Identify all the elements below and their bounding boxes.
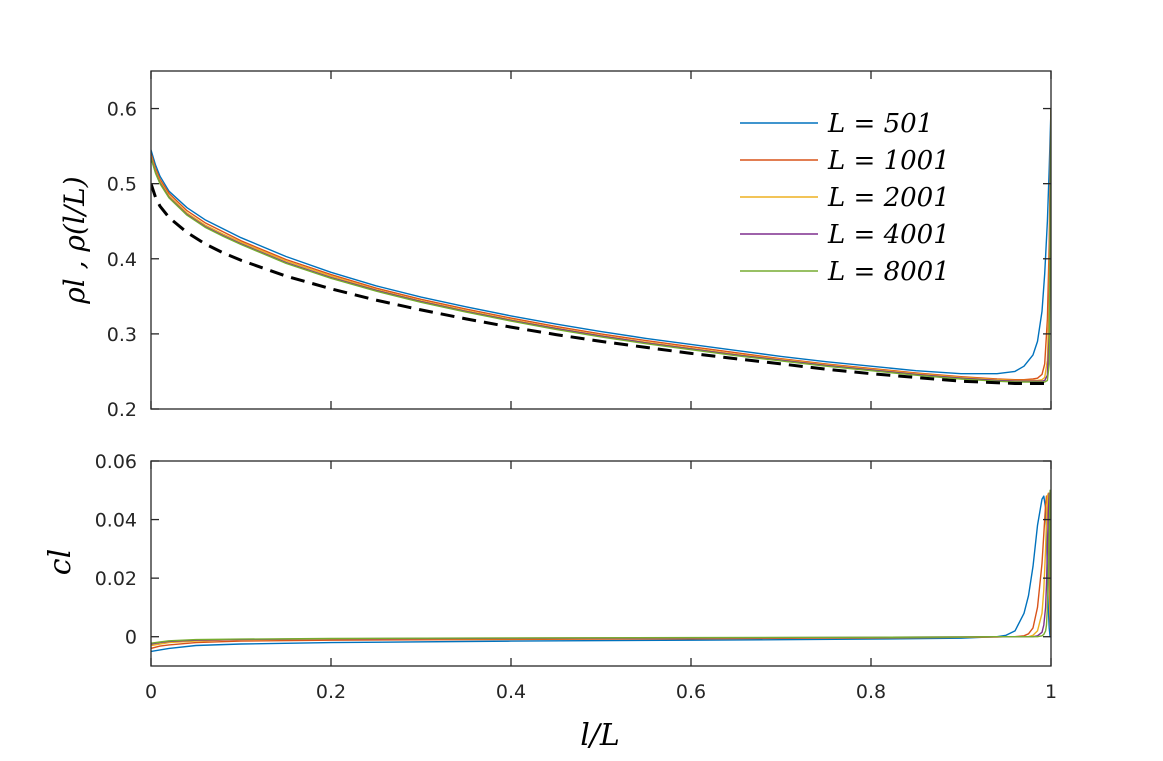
legend-label: L = 4001 xyxy=(827,220,950,250)
bot-y-tick-label: 0.06 xyxy=(95,451,137,473)
top-y-tick-label: 0.3 xyxy=(107,324,137,346)
top-y-tick-label: 0.6 xyxy=(107,99,137,121)
bottom-plot-frame xyxy=(150,460,1052,667)
bot-y-tick-label: 0 xyxy=(125,627,137,649)
top-y-axis-label: ρl , ρ(l/L) xyxy=(58,176,91,304)
top-y-tick-label: 0.2 xyxy=(107,399,137,421)
legend-label: L = 501 xyxy=(827,109,933,139)
x-axis-label: l/L xyxy=(580,718,620,753)
bot-x-tick-label: 0.4 xyxy=(496,681,526,703)
legend-label: L = 2001 xyxy=(827,183,950,213)
bottom-y-ticks: 0 0.02 0.04 0.06 xyxy=(95,451,1051,649)
bottom-y-axis-label: cl xyxy=(43,549,78,575)
bot-x-tick-label: 1 xyxy=(1045,681,1057,703)
bot-x-tick-label: 0 xyxy=(145,681,157,703)
bot-series-line-3 xyxy=(151,492,1051,645)
bot-series-line-0 xyxy=(151,495,1051,653)
bot-y-tick-label: 0.02 xyxy=(95,568,137,590)
top-plot-frame xyxy=(150,70,1052,410)
legend: L = 501 L = 1001 L = 2001 L = 4001 L = 8001 xyxy=(740,109,950,287)
legend-label: L = 1001 xyxy=(827,146,950,176)
top-series-line-0 xyxy=(151,108,1051,375)
bot-y-tick-label: 0.04 xyxy=(95,510,137,532)
bot-x-tick-label: 0.2 xyxy=(316,681,346,703)
top-x-ticks xyxy=(150,71,1052,409)
top-series-line-5 xyxy=(151,183,1051,385)
bot-series-line-1 xyxy=(151,495,1051,650)
top-series-line-1 xyxy=(151,108,1051,381)
top-series-lines xyxy=(151,108,1051,385)
bottom-series-lines xyxy=(151,489,1051,653)
legend-label: L = 8001 xyxy=(827,257,950,287)
bot-series-line-4 xyxy=(151,489,1051,644)
bot-x-tick-label: 0.6 xyxy=(676,681,706,703)
top-y-ticks: 0.2 0.3 0.4 0.5 0.6 xyxy=(107,99,1051,421)
bot-x-tick-label: 0.8 xyxy=(856,681,886,703)
bottom-x-ticks: 0 0.2 0.4 0.6 0.8 1 xyxy=(145,461,1057,703)
bottom-panel: 0 0.02 0.04 0.06 0 0.2 0.4 0.6 0.8 1 cl l/L xyxy=(43,451,1057,753)
bot-series-line-2 xyxy=(151,492,1051,647)
top-y-tick-label: 0.5 xyxy=(107,174,137,196)
top-y-tick-label: 0.4 xyxy=(107,249,137,271)
